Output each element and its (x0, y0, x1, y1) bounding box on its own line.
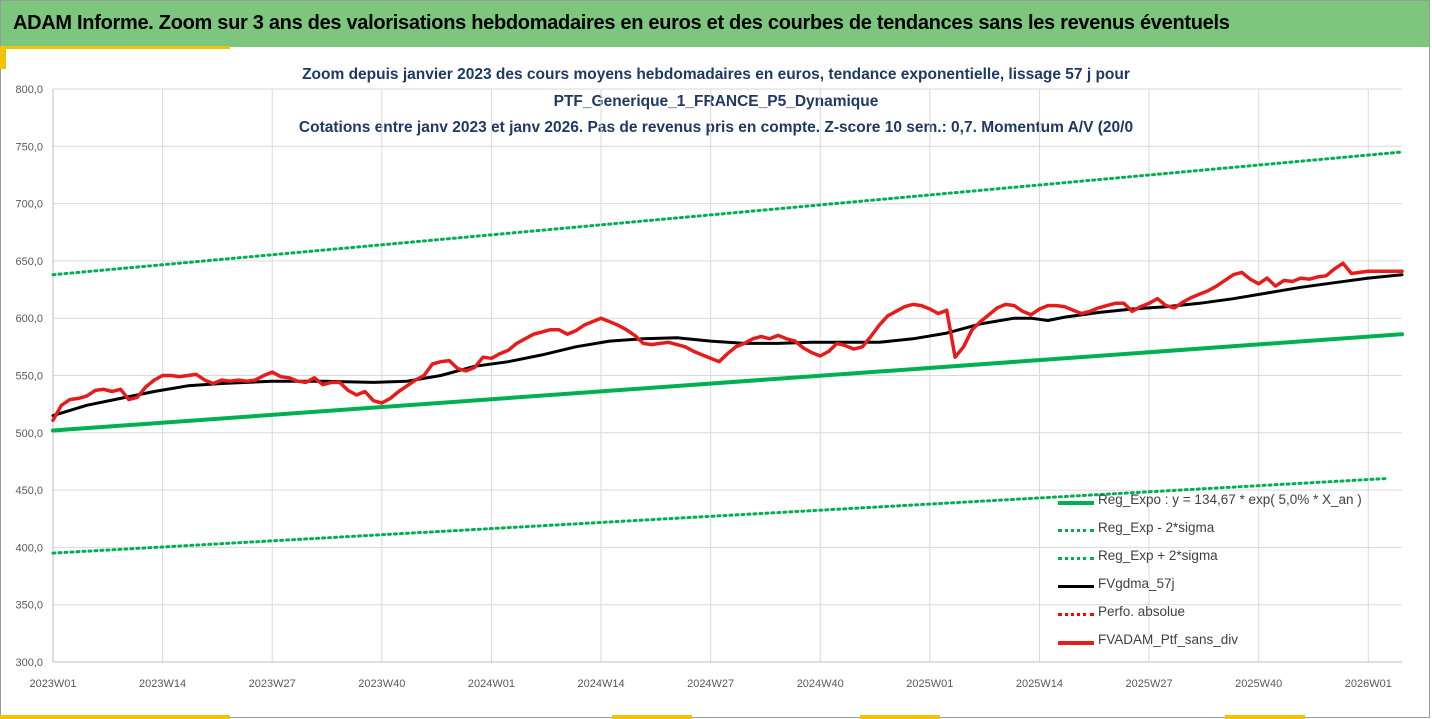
legend-item-perfo: Perfo. absolue (1058, 602, 1398, 630)
y-tick-label: 300,0 (15, 657, 43, 669)
x-axis-ticks: 2023W01 2023W14 2023W27 2023W40 2024W01 2024W… (29, 678, 1391, 690)
legend-swatch (1058, 501, 1094, 505)
y-tick-label: 400,0 (15, 542, 43, 554)
series-fvadam-ptf-line (51, 261, 1404, 422)
y-tick-label: 700,0 (15, 199, 43, 211)
y-tick-label: 450,0 (15, 485, 43, 497)
x-tick-label: 2024W40 (797, 678, 844, 690)
x-tick-label: 2024W01 (468, 678, 515, 690)
accent-bar (0, 47, 6, 69)
accent-bar (1225, 715, 1305, 719)
y-tick-label: 350,0 (15, 600, 43, 612)
x-tick-label: 2026W01 (1345, 678, 1392, 690)
accent-bar (612, 715, 692, 719)
x-tick-label: 2023W14 (139, 678, 186, 690)
y-axis-ticks: 300,0 350,0 400,0 450,0 500,0 550,0 600,0 650,0… (15, 84, 43, 669)
legend-label: FVgdma_57j (1098, 576, 1175, 591)
legend-label: Reg_Exp - 2*sigma (1098, 520, 1215, 535)
x-tick-label: 2025W14 (1016, 678, 1063, 690)
series-lines (51, 150, 1404, 555)
series-reg-expo-line (51, 332, 1404, 433)
y-tick-label: 650,0 (15, 256, 43, 268)
legend-label: Reg_Exp + 2*sigma (1098, 548, 1218, 563)
accent-bar (0, 715, 230, 719)
x-tick-label: 2024W14 (577, 678, 624, 690)
header-banner: ADAM Informe. Zoom sur 3 ans des valoris… (0, 0, 1430, 47)
legend-item-fvadam: FVADAM_Ptf_sans_div (1058, 630, 1398, 658)
y-tick-label: 600,0 (15, 313, 43, 325)
accent-bar (860, 715, 940, 719)
x-tick-label: 2023W01 (29, 678, 76, 690)
legend-item-reg-minus: Reg_Exp - 2*sigma (1058, 518, 1398, 546)
series-reg-plus-2sigma-line (51, 150, 1404, 277)
chart-title-line-1: Zoom depuis janvier 2023 des cours moyen… (302, 66, 1130, 83)
chart-frame (0, 47, 1430, 718)
legend-swatch (1058, 529, 1094, 532)
legend-label: Reg_Expo : y = 134,67 * exp( 5,0% * X_an… (1098, 492, 1362, 507)
legend-label: Perfo. absolue (1098, 604, 1186, 619)
chart-title-line-2: PTF_Generique_1_FRANCE_P5_Dynamique (553, 93, 879, 110)
legend-swatch (1058, 585, 1094, 588)
legend-item-reg-plus: Reg_Exp + 2*sigma (1058, 546, 1398, 574)
x-tick-label: 2025W27 (1126, 678, 1173, 690)
series-reg-minus-2sigma-line (51, 477, 1387, 555)
y-tick-label: 750,0 (15, 141, 43, 153)
y-tick-label: 550,0 (15, 371, 43, 383)
y-tick-label: 500,0 (15, 428, 43, 440)
x-tick-label: 2024W27 (687, 678, 734, 690)
x-tick-label: 2025W40 (1235, 678, 1282, 690)
x-tick-label: 2023W27 (249, 678, 296, 690)
legend-label: FVADAM_Ptf_sans_div (1098, 632, 1239, 647)
legend: Reg_Expo : y = 134,67 * exp( 5,0% * X_an… (1058, 490, 1398, 658)
legend-item-fvgdma: FVgdma_57j (1058, 574, 1398, 602)
legend-swatch (1058, 613, 1094, 616)
chart-title-line-3: Cotations entre janv 2023 et janv 2026. … (298, 119, 1134, 136)
accent-bar (0, 46, 230, 49)
legend-swatch (1058, 641, 1094, 645)
x-tick-label: 2023W40 (358, 678, 405, 690)
gridlines (52, 88, 1402, 663)
page-title: ADAM Informe. Zoom sur 3 ans des valoris… (13, 12, 1230, 34)
legend-swatch (1058, 557, 1094, 560)
y-tick-label: 800,0 (15, 84, 43, 96)
x-tick-label: 2025W01 (906, 678, 953, 690)
legend-item-reg-expo: Reg_Expo : y = 134,67 * exp( 5,0% * X_an… (1058, 490, 1398, 518)
